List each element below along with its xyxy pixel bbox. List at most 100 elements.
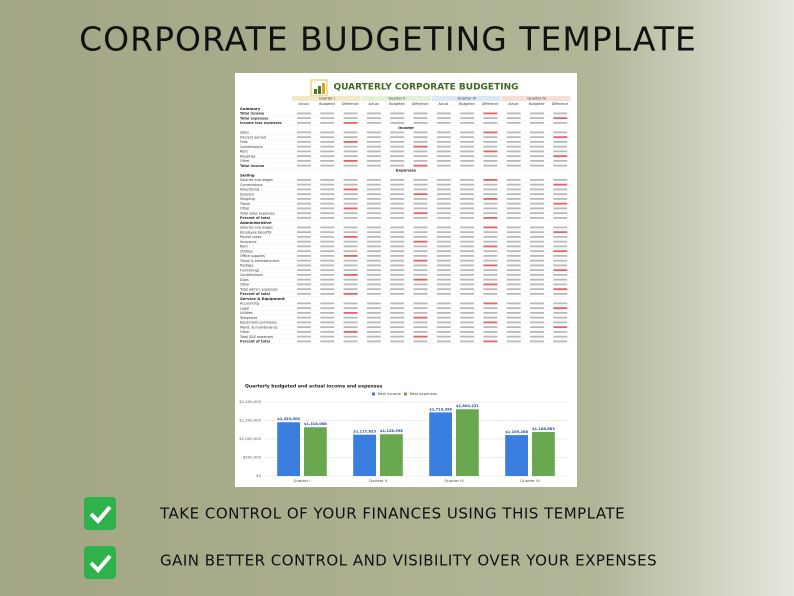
cell — [366, 212, 381, 215]
cell — [413, 236, 428, 238]
cell — [553, 269, 568, 272]
cell — [366, 145, 381, 148]
cell — [297, 250, 311, 253]
column-header: Quarter IV — [527, 97, 546, 101]
cell — [460, 117, 475, 120]
cell — [320, 312, 335, 314]
value-label: $1,719,398 — [429, 407, 452, 411]
cell — [343, 335, 358, 338]
legend-label: Total income — [376, 391, 402, 396]
value-label: $1,128,398 — [380, 429, 403, 433]
cell — [343, 269, 358, 272]
cell — [413, 335, 428, 338]
cell — [366, 122, 381, 124]
cell — [366, 340, 381, 343]
cell — [460, 288, 475, 291]
cell — [460, 269, 475, 272]
cell — [390, 226, 405, 229]
cell — [320, 131, 335, 134]
cell — [506, 155, 521, 158]
cell — [413, 321, 428, 324]
row-label: Utilities — [240, 249, 253, 253]
cell — [460, 259, 475, 262]
row-label: Other — [240, 207, 250, 211]
cell — [553, 188, 568, 191]
cell — [343, 250, 358, 253]
cell — [390, 231, 405, 234]
cell — [366, 150, 381, 153]
cell — [366, 202, 381, 205]
cell — [553, 240, 568, 243]
cell — [483, 278, 498, 281]
y-tick-label: $0 — [256, 473, 261, 478]
cell — [413, 307, 428, 310]
cell — [436, 307, 451, 310]
cell — [390, 245, 405, 248]
cell — [366, 288, 381, 291]
cell — [366, 335, 381, 338]
x-tick-label: Quarter I — [294, 478, 311, 483]
cell — [413, 245, 428, 248]
cell — [553, 288, 568, 291]
feature-text: GAIN BETTER CONTROL AND VISIBILITY OVER … — [160, 552, 657, 570]
cell — [343, 283, 358, 286]
cell — [483, 259, 498, 262]
bar — [532, 432, 555, 476]
value-label: $1,804,231 — [456, 404, 479, 408]
cell — [343, 293, 358, 295]
cell — [436, 312, 451, 314]
cell — [390, 202, 405, 205]
cell — [506, 307, 521, 310]
cell — [413, 293, 428, 295]
cell — [320, 117, 335, 120]
cell — [460, 312, 475, 314]
row-label: Legal — [240, 306, 249, 310]
cell — [413, 250, 428, 253]
cell — [483, 335, 498, 338]
cell — [366, 183, 381, 186]
column-header-bg — [292, 96, 361, 101]
cell — [320, 179, 335, 181]
cell — [530, 331, 544, 333]
cell — [320, 136, 335, 139]
cell — [390, 293, 405, 295]
cell — [297, 331, 311, 333]
cell — [460, 145, 475, 148]
check-mark — [89, 554, 112, 573]
cell — [553, 321, 568, 324]
cell — [483, 283, 498, 286]
cell — [553, 160, 568, 162]
row-label: Advertising — [240, 188, 259, 192]
cell — [530, 164, 544, 167]
cell — [390, 207, 405, 210]
row-label: Interest earned — [240, 135, 266, 139]
cell — [413, 160, 428, 162]
cell — [413, 217, 428, 219]
row-label: Salaries and wages — [240, 178, 273, 182]
y-tick-label: $1,000,000 — [239, 436, 261, 441]
cell — [297, 321, 311, 324]
subcolumn-header: Actual — [369, 102, 379, 106]
cell — [553, 255, 568, 257]
cell — [390, 316, 405, 319]
cell — [390, 150, 405, 153]
cell — [390, 250, 405, 253]
cell — [390, 141, 405, 143]
cell — [436, 155, 451, 158]
cell — [460, 250, 475, 253]
cell — [506, 269, 521, 272]
cell — [390, 331, 405, 333]
value-label: $1,453,000 — [277, 417, 300, 421]
cell — [366, 259, 381, 262]
cell — [483, 179, 498, 181]
cell — [297, 293, 311, 295]
cell — [343, 202, 358, 205]
subcolumn-header: Difference — [412, 102, 428, 106]
row-label: Total income — [240, 112, 265, 116]
cell — [460, 240, 475, 243]
row-label: Employee benefits — [240, 230, 272, 234]
cell — [413, 288, 428, 291]
cell — [530, 245, 544, 248]
x-tick-label: Quarter IV — [520, 478, 540, 483]
